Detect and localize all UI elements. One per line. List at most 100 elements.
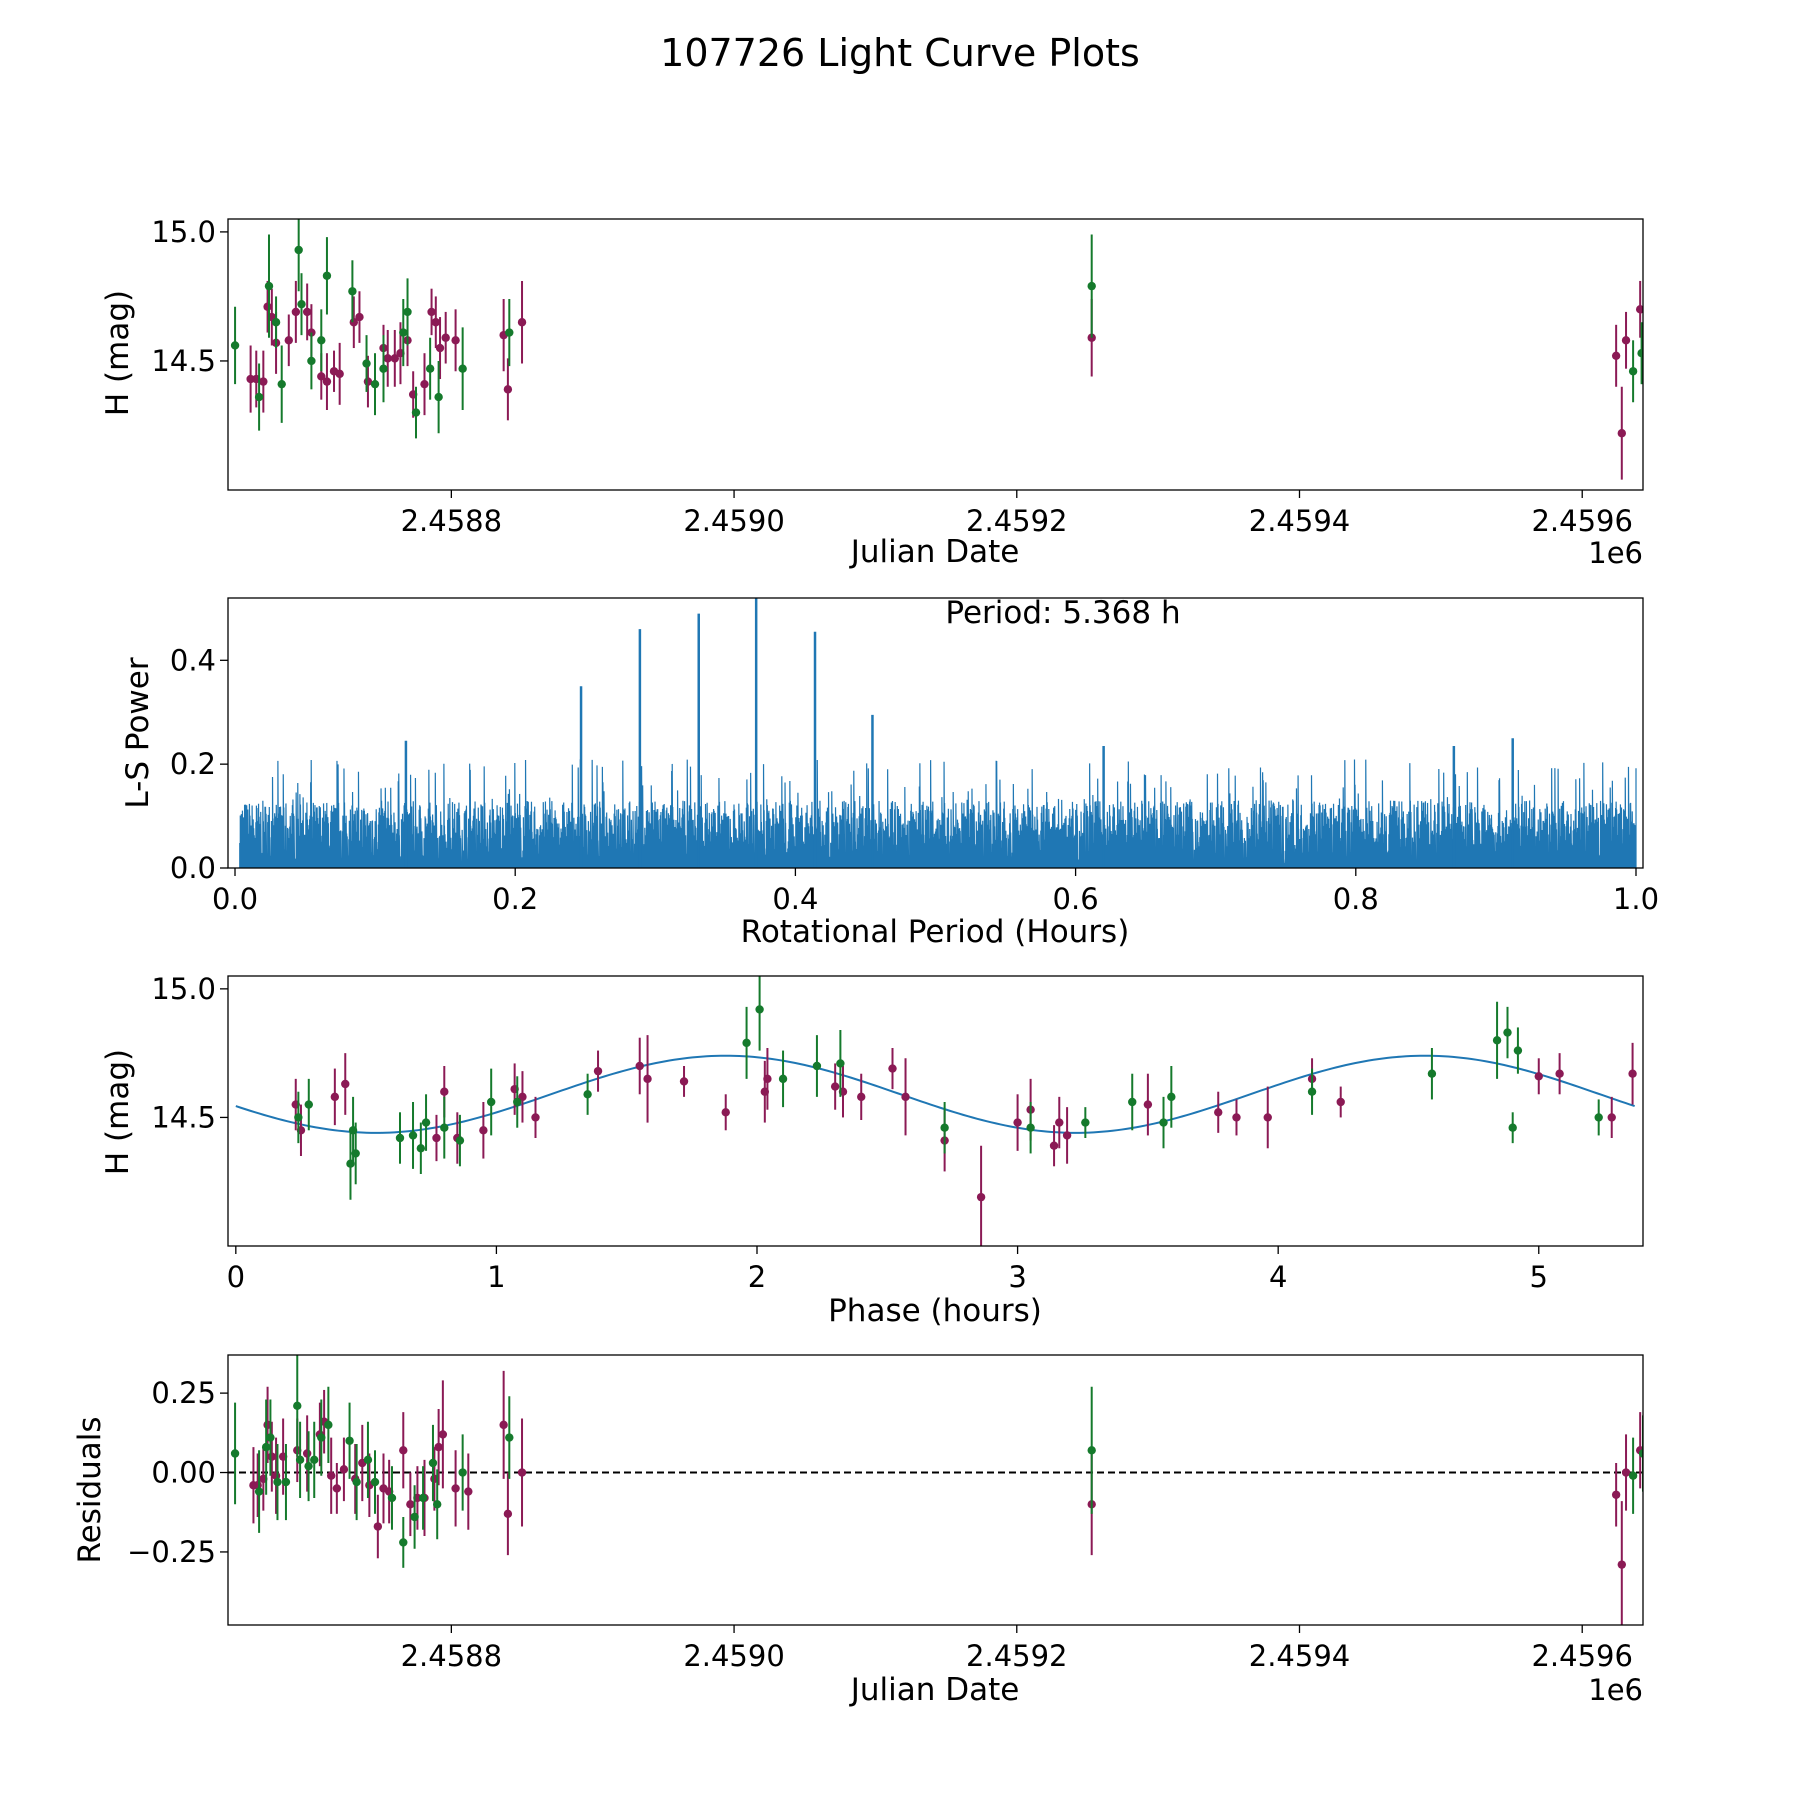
residuals-point-green [370,1477,380,1487]
residuals-point-green [387,1493,397,1503]
phased-point-green [1492,1036,1502,1045]
residuals-point-green [273,1477,282,1487]
phased-point-green [755,1005,764,1014]
periodogram-ytick-label: 0.2 [170,747,216,781]
phased-point-green [294,1113,303,1122]
residuals-xlabel: Julian Date [849,1672,1020,1708]
phased-point-magenta [888,1064,897,1073]
residuals-point-green [324,1420,333,1430]
periodogram-ytick-label: 0.4 [170,643,216,677]
panel-residuals: Julian Date Residuals 1e6 2.4588 2.4590 2.… [72,1354,1644,1708]
periodogram-xtick-label: 0.2 [492,882,538,916]
residuals-point-green [1628,1471,1638,1480]
panel-phased: Phase (hours) H (mag) 0 1 2 3 4 5 14.5 15.0 [100,972,1644,1329]
periodogram-frame [227,597,1644,869]
lightcurve-point-green [411,408,421,417]
phased-point-magenta [679,1077,689,1086]
lightcurve-point-magenta [383,354,392,363]
phased-point-magenta [635,1061,644,1071]
phased-point-green [583,1090,592,1099]
phased-point-magenta [341,1079,350,1089]
lightcurve-point-magenta [317,372,326,381]
lightcurve-point-magenta [302,307,312,317]
phased-points [291,976,1637,1246]
phased-point-magenta [479,1126,488,1135]
residuals-point-magenta [326,1471,336,1480]
residuals-xtick-label: 2.4588 [401,1639,502,1673]
phased-point-green [408,1131,418,1140]
residuals-point-green [254,1487,264,1496]
lightcurve-ylabel: H (mag) [100,290,136,416]
phased-point-green [1594,1113,1603,1122]
phased-point-magenta [1049,1141,1059,1150]
periodogram-xlabel: Rotational Period (Hours) [741,914,1130,950]
phased-point-magenta [1607,1113,1616,1122]
lightcurve-xtick-label: 2.4596 [1531,504,1632,538]
phased-point-magenta [1263,1113,1272,1122]
phased-point-magenta [1534,1072,1543,1081]
lightcurve-point-magenta [435,343,445,353]
phased-point-green [455,1136,465,1145]
residuals-point-magenta [517,1468,527,1477]
residuals-ytick-label: 0.00 [151,1456,216,1490]
residuals-point-green [1638,1449,1643,1458]
phased-point-magenta [1555,1069,1564,1078]
phased-ytick-label: 15.0 [151,972,216,1006]
phased-point-green [836,1059,845,1068]
phased-point-magenta [440,1087,449,1096]
residuals-point-green [1087,1446,1096,1455]
phased-xtick-label: 5 [1530,1260,1548,1294]
phased-point-magenta [330,1092,340,1102]
lightcurve-point-magenta [259,377,268,386]
residuals-point-magenta [332,1484,342,1493]
lightcurve-point-green [1637,349,1643,358]
lightcurve-point-green [348,287,357,296]
phased-point-magenta [1232,1113,1241,1122]
phased-point-magenta [432,1133,441,1143]
lightcurve-point-green [297,299,306,309]
lightcurve-point-magenta [322,377,332,386]
residuals-point-magenta [438,1430,448,1439]
residuals-point-magenta [434,1442,443,1452]
residuals-point-green [293,1401,302,1411]
panel-periodogram: Rotational Period (Hours) L-S Power Peri… [120,595,1659,950]
phased-xtick-label: 0 [227,1260,245,1294]
phased-point-magenta [518,1092,527,1102]
lightcurve-point-magenta [427,307,436,317]
residuals-ylabel: Residuals [72,1416,108,1563]
phased-point-magenta [531,1113,540,1122]
residuals-point-magenta [451,1484,460,1493]
lightcurve-point-magenta [1635,305,1643,314]
phased-point-magenta [763,1074,772,1084]
lightcurve-point-green [277,379,286,389]
lightcurve-point-magenta [431,318,440,327]
lightcurve-point-magenta [503,385,513,394]
phased-ylabel: H (mag) [100,1049,136,1175]
lightcurve-point-magenta [441,333,450,342]
lightcurve-xtick-label: 2.4588 [401,504,502,538]
residuals-point-green [304,1461,313,1471]
residuals-point-green [410,1512,419,1522]
phased-xtick-label: 4 [1269,1260,1287,1294]
phased-xtick-label: 2 [748,1260,766,1294]
phased-point-green [351,1149,360,1158]
lightcurve-point-magenta [1611,351,1621,360]
lightcurve-point-green [362,359,371,368]
figure-title: 107726 Light Curve Plots [660,31,1140,75]
lightcurve-ytick-label: 15.0 [151,215,216,249]
phased-point-magenta [593,1066,603,1076]
periodogram-xtick-label: 0.6 [1053,882,1099,916]
lightcurve-point-green [307,356,316,366]
lightcurve-xtick-label: 2.4592 [966,504,1067,538]
lightcurve-point-green [399,328,408,337]
lightcurve-xtick-label: 2.4594 [1249,504,1350,538]
phased-point-magenta [1055,1118,1064,1127]
lightcurve-point-magenta [517,318,527,327]
phased-point-green [304,1100,313,1109]
phased-point-green [1513,1046,1523,1055]
phased-xtick-label: 3 [1008,1260,1026,1294]
phased-point-magenta [1214,1108,1223,1117]
residuals-points [230,1355,1643,1625]
periodogram-noise [238,759,1637,868]
lightcurve-xtick-label: 2.4590 [683,504,784,538]
